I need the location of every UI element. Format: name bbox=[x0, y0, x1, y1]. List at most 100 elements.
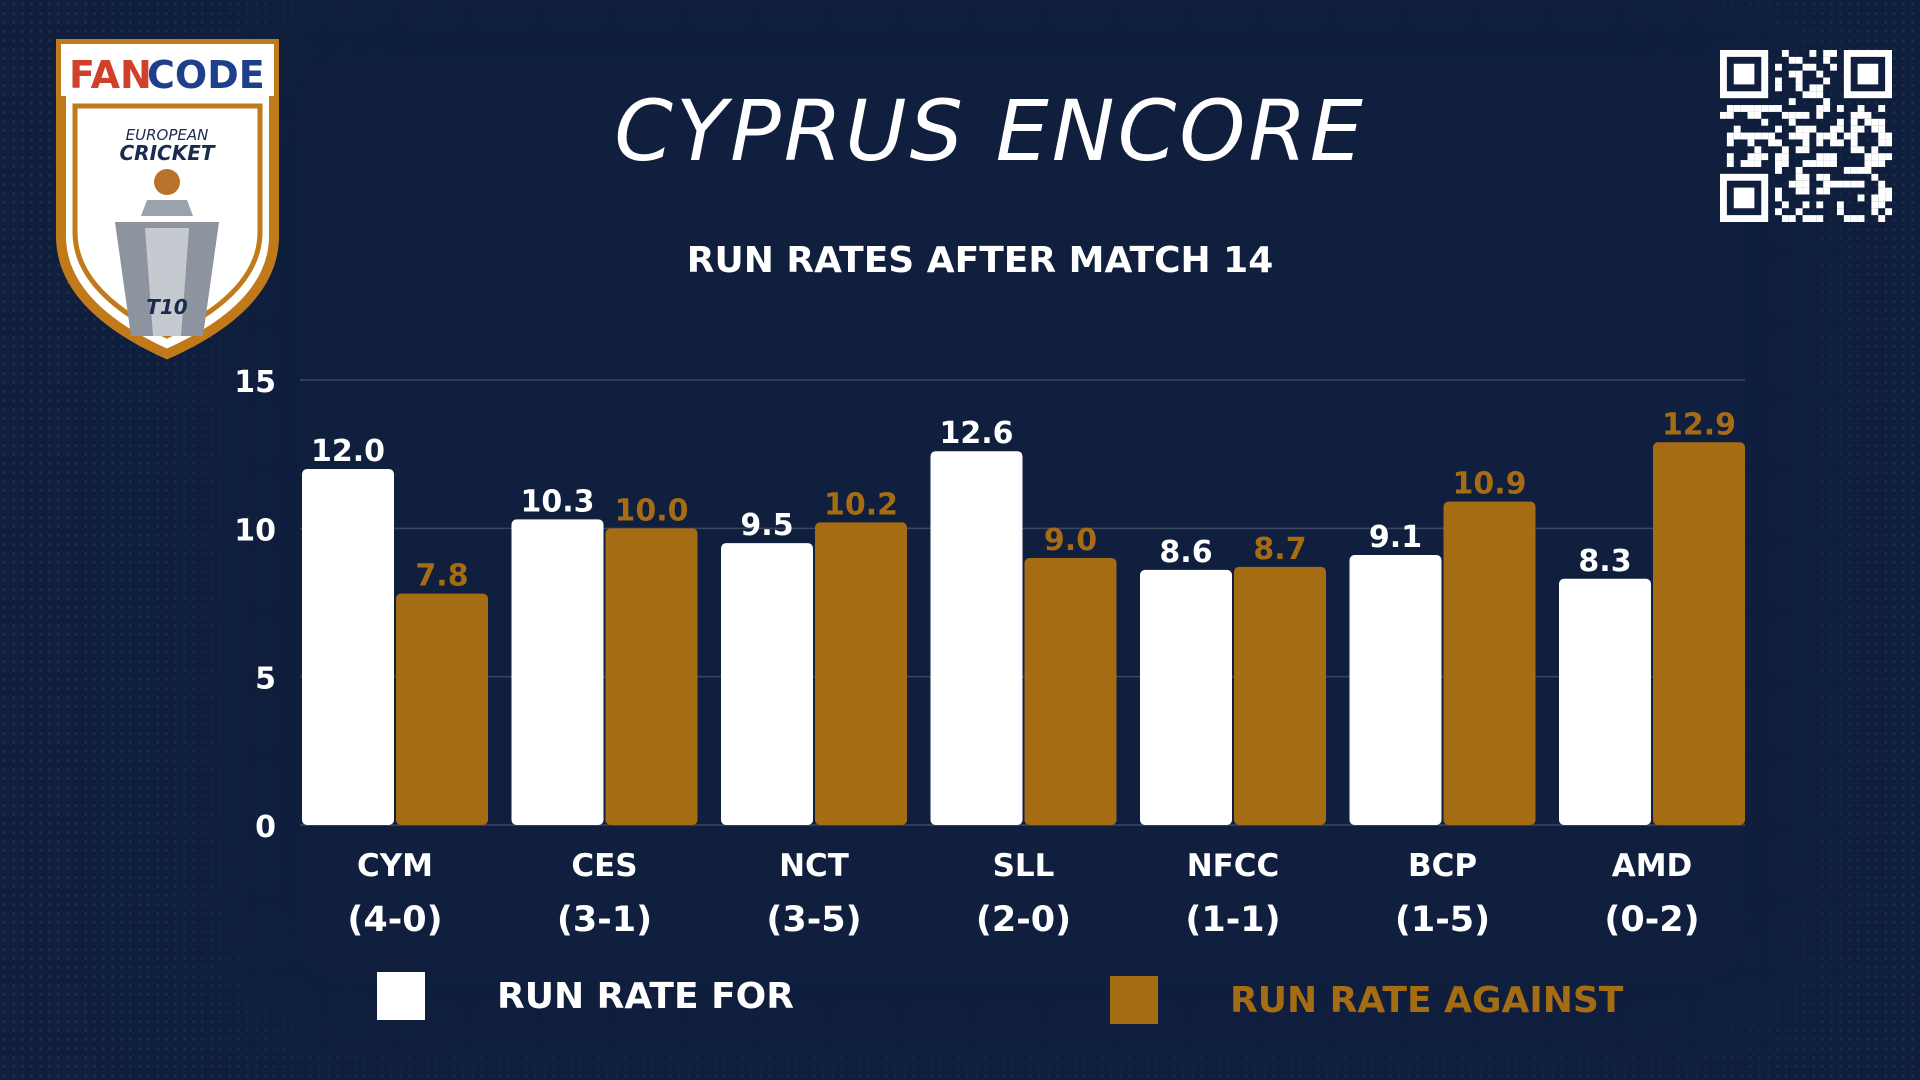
qr-module bbox=[1885, 187, 1892, 195]
qr-module bbox=[1823, 153, 1831, 161]
qr-module bbox=[1823, 77, 1831, 85]
qr-module bbox=[1857, 180, 1865, 188]
qr-module bbox=[1816, 84, 1824, 92]
qr-module bbox=[1788, 180, 1796, 188]
qr-module bbox=[1788, 98, 1796, 106]
qr-module bbox=[1878, 105, 1886, 112]
qr-module bbox=[1775, 105, 1782, 112]
y-tick-label: 10 bbox=[234, 513, 276, 548]
qr-module bbox=[1830, 153, 1837, 161]
x-record-label: (1-5) bbox=[1395, 900, 1490, 940]
svg-text:FAN: FAN bbox=[69, 53, 152, 97]
qr-module bbox=[1726, 160, 1734, 167]
qr-module bbox=[1823, 98, 1831, 106]
qr-module bbox=[1740, 132, 1748, 140]
qr-module bbox=[1795, 187, 1803, 195]
qr-module bbox=[1857, 146, 1865, 154]
qr-module bbox=[1871, 201, 1879, 209]
data-label-against: 10.9 bbox=[1452, 467, 1526, 502]
qr-module bbox=[1795, 173, 1803, 181]
qr-module bbox=[1733, 132, 1741, 140]
x-record-label: (1-1) bbox=[1185, 900, 1280, 940]
qr-module bbox=[1795, 146, 1803, 154]
qr-module bbox=[1816, 91, 1824, 99]
bar-run-rate-against bbox=[396, 593, 488, 825]
qr-module bbox=[1809, 160, 1817, 167]
qr-module bbox=[1802, 125, 1810, 133]
qr-module bbox=[1795, 132, 1803, 140]
qr-module bbox=[1726, 105, 1734, 112]
qr-module bbox=[1740, 105, 1748, 112]
qr-module bbox=[1864, 111, 1872, 119]
qr-module bbox=[1775, 77, 1782, 85]
bar-run-rate-for bbox=[1559, 578, 1651, 825]
qr-module bbox=[1788, 132, 1796, 140]
qr-finder-core bbox=[1733, 187, 1755, 209]
qr-module bbox=[1836, 118, 1844, 126]
bar-run-rate-for bbox=[511, 519, 604, 825]
qr-module bbox=[1878, 215, 1886, 222]
qr-module bbox=[1830, 63, 1837, 71]
qr-module bbox=[1823, 173, 1831, 181]
qr-module bbox=[1775, 208, 1782, 216]
qr-code bbox=[1720, 50, 1892, 222]
qr-module bbox=[1775, 139, 1782, 147]
qr-module bbox=[1809, 50, 1817, 57]
qr-module bbox=[1788, 56, 1796, 64]
qr-module bbox=[1795, 125, 1803, 133]
legend-swatch-against bbox=[1110, 976, 1158, 1024]
qr-module bbox=[1836, 105, 1844, 112]
x-category-label: SLL bbox=[993, 848, 1055, 884]
qr-module bbox=[1720, 111, 1727, 119]
qr-module bbox=[1823, 105, 1831, 112]
qr-module bbox=[1733, 105, 1741, 112]
qr-module bbox=[1788, 215, 1796, 222]
data-label-for: 10.3 bbox=[520, 484, 594, 519]
qr-module bbox=[1802, 180, 1810, 188]
qr-module bbox=[1802, 146, 1810, 154]
qr-module bbox=[1830, 160, 1837, 167]
fancode-european-cricket-logo: FAN CODE EUROPEAN CRICKET T10 bbox=[56, 39, 279, 360]
qr-module bbox=[1823, 160, 1831, 167]
x-record-label: (3-1) bbox=[557, 900, 652, 940]
qr-module bbox=[1823, 180, 1831, 188]
qr-module bbox=[1795, 70, 1803, 78]
qr-module bbox=[1878, 160, 1886, 167]
qr-module bbox=[1843, 180, 1851, 188]
qr-module bbox=[1836, 139, 1844, 147]
data-label-for: 8.6 bbox=[1159, 535, 1212, 570]
qr-module bbox=[1871, 160, 1879, 167]
qr-module bbox=[1878, 139, 1886, 147]
qr-module bbox=[1857, 194, 1865, 202]
qr-module bbox=[1809, 63, 1817, 71]
qr-module bbox=[1775, 166, 1782, 174]
qr-module bbox=[1850, 132, 1858, 140]
qr-module bbox=[1733, 125, 1741, 133]
x-category-label: NFCC bbox=[1187, 848, 1280, 884]
qr-module bbox=[1850, 215, 1858, 222]
qr-module bbox=[1781, 111, 1789, 119]
x-record-label: (2-0) bbox=[976, 900, 1071, 940]
data-label-for: 9.1 bbox=[1369, 520, 1422, 555]
qr-module bbox=[1816, 70, 1824, 78]
legend-item-against: RUN RATE AGAINST bbox=[1110, 976, 1623, 1024]
qr-module bbox=[1850, 118, 1858, 126]
qr-module bbox=[1830, 139, 1837, 147]
qr-module bbox=[1823, 50, 1831, 57]
qr-module bbox=[1836, 201, 1844, 209]
qr-module bbox=[1747, 153, 1755, 161]
qr-module bbox=[1761, 132, 1769, 140]
qr-module bbox=[1850, 139, 1858, 147]
qr-module bbox=[1850, 111, 1858, 119]
qr-module bbox=[1878, 132, 1886, 140]
qr-module bbox=[1775, 187, 1782, 195]
svg-text:CRICKET: CRICKET bbox=[120, 141, 216, 165]
data-label-against: 7.8 bbox=[415, 559, 468, 594]
x-category-label: CES bbox=[571, 848, 637, 884]
qr-module bbox=[1781, 153, 1789, 161]
qr-module bbox=[1871, 173, 1879, 181]
qr-module bbox=[1816, 187, 1824, 195]
qr-module bbox=[1836, 125, 1844, 133]
qr-module bbox=[1740, 160, 1748, 167]
